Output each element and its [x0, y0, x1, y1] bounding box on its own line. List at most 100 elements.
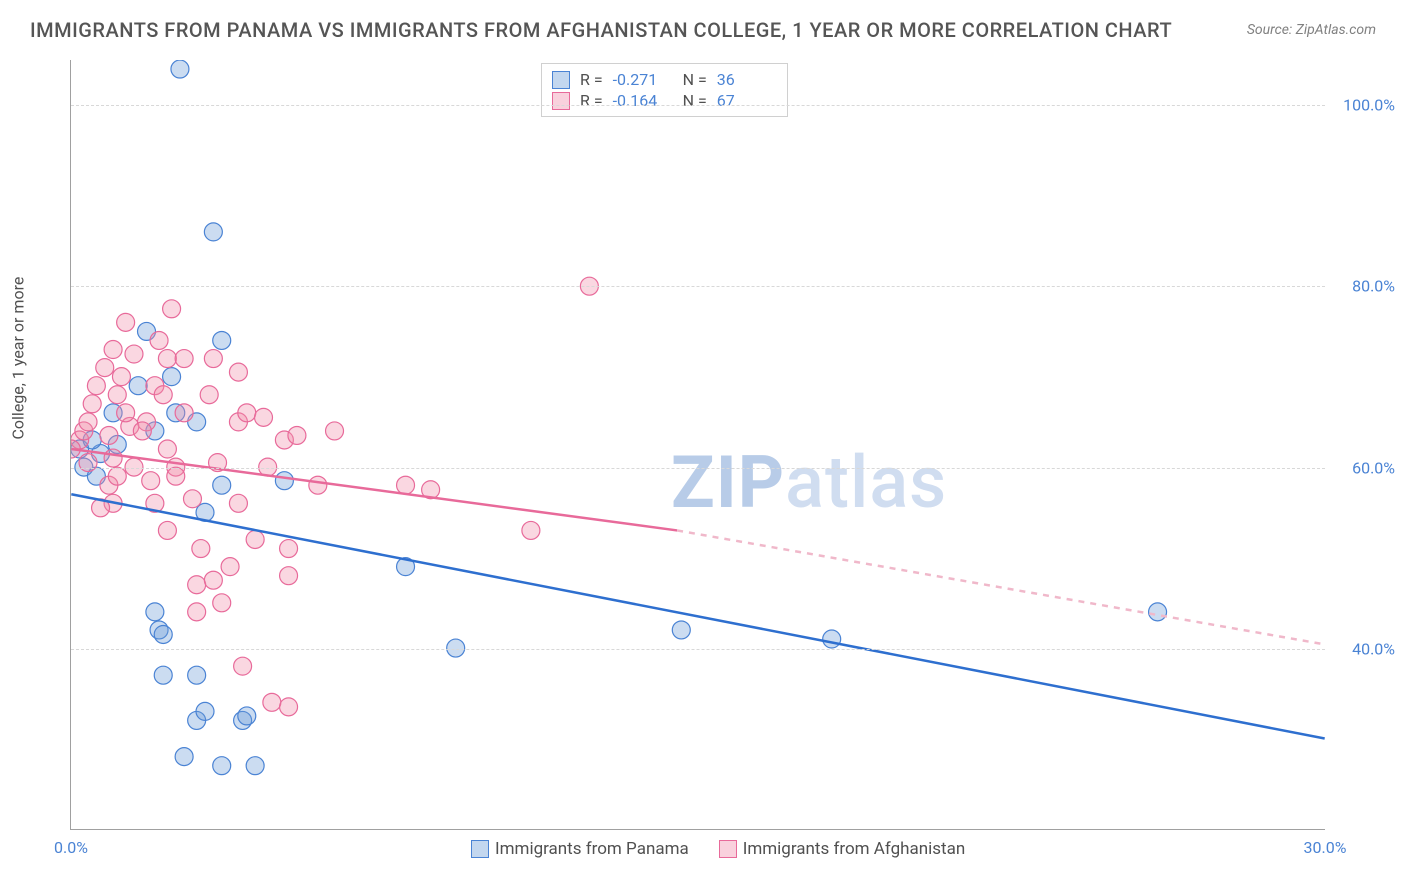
r-label: R =	[580, 91, 603, 110]
data-point	[138, 322, 156, 340]
data-point	[234, 657, 252, 675]
legend-correlation: R = -0.271 N = 36 R = -0.164 N = 67	[541, 63, 788, 117]
data-point	[204, 223, 222, 241]
data-point	[175, 350, 193, 368]
data-point	[142, 472, 160, 490]
n-label: N =	[683, 91, 707, 110]
grid-line	[71, 286, 1325, 287]
data-point	[672, 621, 690, 639]
data-point	[1149, 603, 1167, 621]
data-point	[204, 571, 222, 589]
data-point	[213, 594, 231, 612]
data-point	[150, 331, 168, 349]
data-point	[196, 503, 214, 521]
data-point	[138, 413, 156, 431]
data-point	[100, 426, 118, 444]
data-point	[129, 377, 147, 395]
r-label: R =	[580, 70, 603, 89]
data-point	[117, 313, 135, 331]
data-point	[158, 521, 176, 539]
data-point	[280, 567, 298, 585]
data-point	[326, 422, 344, 440]
data-point	[246, 531, 264, 549]
data-point	[229, 413, 247, 431]
grid-line	[71, 105, 1325, 106]
data-point	[196, 702, 214, 720]
legend-row: R = -0.164 N = 67	[552, 91, 777, 110]
data-point	[150, 621, 168, 639]
chart-container: ZIPatlas R = -0.271 N = 36 R = -0.164 N …	[70, 60, 1370, 830]
data-point	[288, 426, 306, 444]
legend-item: Immigrants from Panama	[471, 839, 689, 859]
data-point	[83, 395, 101, 413]
chart-title: IMMIGRANTS FROM PANAMA VS IMMIGRANTS FRO…	[30, 18, 1172, 42]
legend-item: Immigrants from Afghanistan	[719, 839, 966, 859]
trend-line-extrapolated	[677, 530, 1325, 648]
data-point	[397, 558, 415, 576]
data-point	[104, 494, 122, 512]
source-label: Source: ZipAtlas.com	[1247, 22, 1376, 38]
data-point	[238, 707, 256, 725]
y-tick-label: 100.0%	[1335, 96, 1395, 115]
n-label: N =	[683, 70, 707, 89]
data-point	[213, 476, 231, 494]
data-point	[104, 341, 122, 359]
data-point	[146, 422, 164, 440]
data-point	[221, 558, 239, 576]
legend-label: Immigrants from Panama	[495, 839, 689, 859]
data-point	[175, 404, 193, 422]
data-point	[75, 422, 93, 440]
data-point	[522, 521, 540, 539]
data-point	[104, 404, 122, 422]
data-point	[163, 300, 181, 318]
data-point	[183, 490, 201, 508]
data-point	[71, 440, 80, 458]
y-tick-label: 60.0%	[1335, 458, 1395, 477]
data-point	[397, 476, 415, 494]
data-point	[87, 467, 105, 485]
data-point	[71, 440, 89, 458]
data-point	[188, 576, 206, 594]
legend-row: R = -0.271 N = 36	[552, 70, 777, 89]
data-point	[213, 331, 231, 349]
data-point	[154, 386, 172, 404]
data-point	[209, 454, 227, 472]
data-point	[104, 449, 122, 467]
data-point	[280, 698, 298, 716]
legend-swatch	[552, 92, 570, 110]
data-point	[213, 757, 231, 775]
data-point	[79, 454, 97, 472]
data-point	[121, 417, 139, 435]
r-value: -0.164	[613, 91, 673, 110]
data-point	[163, 368, 181, 386]
data-point	[167, 404, 185, 422]
data-point	[146, 603, 164, 621]
n-value: 67	[717, 91, 777, 110]
data-point	[146, 494, 164, 512]
data-point	[246, 757, 264, 775]
grid-line	[71, 468, 1325, 469]
data-point	[146, 377, 164, 395]
data-point	[171, 60, 189, 78]
data-point	[275, 472, 293, 490]
data-point	[204, 350, 222, 368]
data-point	[229, 363, 247, 381]
data-point	[255, 408, 273, 426]
data-point	[200, 386, 218, 404]
y-axis-label: College, 1 year or more	[9, 277, 28, 440]
data-point	[154, 625, 172, 643]
data-point	[192, 540, 210, 558]
data-point	[100, 476, 118, 494]
data-point	[158, 440, 176, 458]
data-point	[117, 404, 135, 422]
data-point	[108, 436, 126, 454]
n-value: 36	[717, 70, 777, 89]
data-point	[87, 377, 105, 395]
data-point	[188, 413, 206, 431]
data-point	[158, 350, 176, 368]
data-point	[133, 422, 151, 440]
data-point	[309, 476, 327, 494]
data-point	[238, 404, 256, 422]
legend-label: Immigrants from Afghanistan	[743, 839, 966, 859]
data-point	[275, 431, 293, 449]
